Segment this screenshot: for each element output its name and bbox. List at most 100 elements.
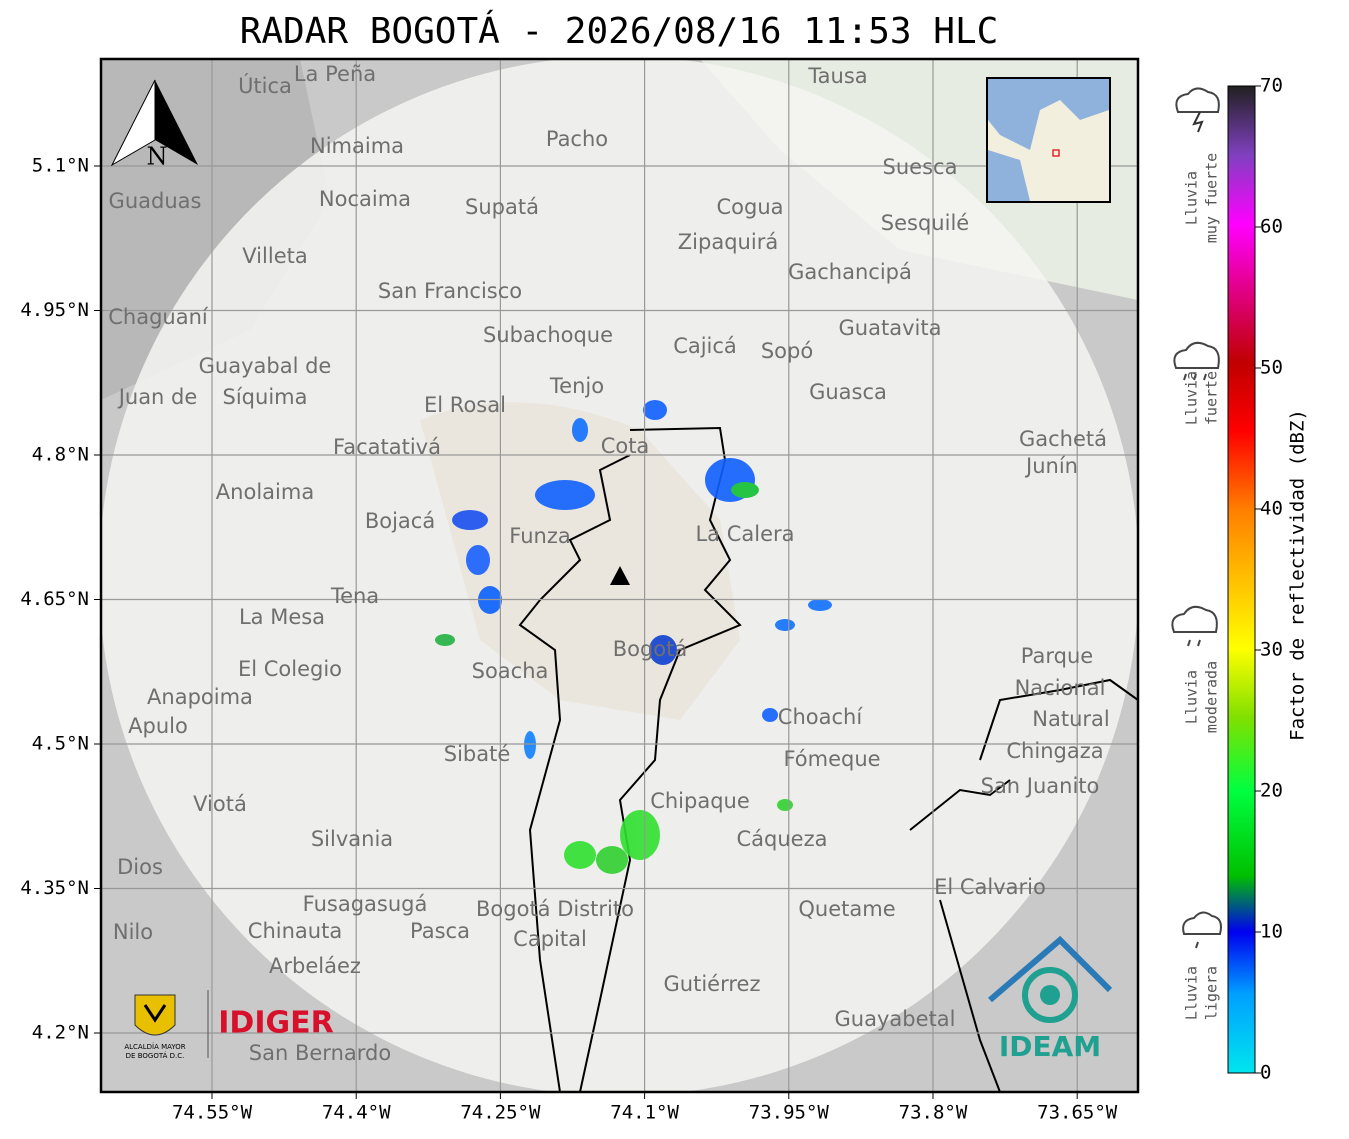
lat-tick-label: 5.1°N — [32, 155, 89, 177]
place-label: Chingaza — [1006, 739, 1103, 763]
place-label: Gutiérrez — [664, 972, 761, 996]
colorbar-tick-label: 70 — [1260, 75, 1283, 97]
north-arrow: N — [110, 79, 198, 171]
map-frame — [99, 57, 1140, 1094]
place-label: Cogua — [716, 195, 783, 219]
logo-text: ALCALDÍA MAYOR — [124, 1042, 185, 1051]
place-label: Cajicá — [673, 334, 737, 358]
place-label: Viotá — [193, 792, 247, 816]
legend-label: Lluvia — [1183, 371, 1201, 425]
grid — [101, 59, 1138, 1092]
lon-tick-label: 73.95°W — [749, 1102, 830, 1124]
place-label: Tenjo — [549, 374, 604, 398]
place-label: Parque — [1021, 644, 1093, 668]
icon-moderate — [1171, 605, 1218, 647]
place-label: Junín — [1024, 454, 1078, 478]
lon-tick-label: 74.4°W — [322, 1102, 391, 1124]
lon-tick-label: 74.25°W — [460, 1102, 541, 1124]
place-label: Apulo — [128, 714, 188, 738]
place-label: Soacha — [472, 659, 549, 683]
place-label: Fusagasugá — [303, 892, 428, 916]
legend-label: moderada — [1203, 661, 1221, 733]
place-label: Nimaima — [310, 134, 404, 158]
ideam-logo: IDEAM — [988, 935, 1113, 1063]
place-label: Anolaima — [216, 480, 314, 504]
place-label: Subachoque — [483, 323, 613, 347]
lon-tick-label: 73.8°W — [899, 1102, 968, 1124]
alcaldia-logo: ALCALDÍA MAYOR DE BOGOTÁ D.C. IDIGER — [124, 990, 334, 1060]
place-label: Zipaquirá — [678, 230, 778, 254]
icon-heavy — [1173, 341, 1220, 381]
place-label: San Francisco — [378, 279, 522, 303]
place-label: La Calera — [695, 522, 794, 546]
place-label: Funza — [509, 524, 570, 548]
place-label: Útica — [238, 73, 292, 98]
place-label: San Juanito — [981, 774, 1100, 798]
place-label: Villeta — [242, 244, 307, 268]
place-label: Pacho — [546, 127, 608, 151]
colorbar-tick-label: 30 — [1260, 639, 1283, 661]
place-label: Capital — [513, 927, 587, 951]
lat-tick-label: 4.95°N — [20, 299, 89, 321]
place-label: El Colegio — [238, 657, 342, 681]
place-label: Síquima — [223, 385, 308, 409]
place-label: La Peña — [294, 62, 376, 86]
colorbar-tick-label: 20 — [1260, 780, 1283, 802]
lat-tick-label: 4.5°N — [32, 733, 89, 755]
colorbar-tick-label: 50 — [1260, 357, 1283, 379]
idiger-logo: IDIGER — [218, 1006, 333, 1041]
place-label: Natural — [1032, 707, 1109, 731]
place-label: Guayabetal — [835, 1007, 956, 1031]
icon-storm — [1175, 87, 1220, 133]
place-label: Guayabal de — [199, 354, 332, 378]
legend-label: Lluvia — [1183, 966, 1201, 1020]
place-label: Bojacá — [365, 509, 435, 533]
title: RADAR BOGOTÁ - 2026/08/16 11:53 HLC — [240, 10, 999, 52]
place-label: Arbeláez — [269, 954, 361, 978]
place-label: Suesca — [883, 155, 958, 179]
place-label: El Rosal — [424, 393, 506, 417]
north-label: N — [147, 143, 168, 171]
place-label: Facatativá — [333, 435, 441, 459]
place-label: Chaguaní — [108, 305, 209, 329]
place-label: El Calvario — [934, 875, 1046, 899]
place-label: Guasca — [809, 380, 887, 404]
inset-map — [986, 77, 1111, 203]
place-label: Sopó — [761, 339, 813, 363]
legend-label: ligera — [1203, 966, 1221, 1020]
place-label: Chinauta — [248, 919, 342, 943]
ideam-text: IDEAM — [999, 1030, 1101, 1063]
colorbar-tick-label: 40 — [1260, 498, 1283, 520]
place-label: Bogotá — [613, 637, 688, 661]
lon-tick-label: 74.1°W — [610, 1102, 679, 1124]
place-label: Tena — [330, 584, 379, 608]
place-label: Guatavita — [839, 316, 942, 340]
place-label: Dios — [117, 855, 163, 879]
icon-light — [1182, 911, 1222, 949]
place-label: Sesquilé — [881, 211, 969, 235]
lon-tick-label: 73.65°W — [1037, 1102, 1118, 1124]
legend-label: Lluvia — [1183, 670, 1201, 724]
place-label: Cáqueza — [737, 827, 828, 851]
place-label: Bogotá Distrito — [476, 897, 634, 921]
place-label: Nocaima — [319, 187, 411, 211]
lon-tick-label: 74.55°W — [172, 1102, 253, 1124]
lat-tick-label: 4.8°N — [32, 444, 89, 466]
radar-site — [610, 566, 630, 585]
terrain — [101, 59, 330, 400]
place-label: La Mesa — [239, 605, 325, 629]
legend-label: fuerte — [1203, 371, 1221, 425]
colorbar-tick-label: 0 — [1260, 1062, 1271, 1084]
place-label: Supatá — [465, 195, 539, 219]
place-label: Anapoima — [147, 685, 253, 709]
colorbar-tick-label: 10 — [1260, 921, 1283, 943]
lat-tick-label: 4.2°N — [32, 1022, 89, 1044]
place-label: San Bernardo — [249, 1041, 391, 1065]
colorbar-tick-label: 60 — [1260, 216, 1283, 238]
place-label: Pasca — [410, 919, 470, 943]
legend-label: Lluvia — [1183, 171, 1201, 225]
